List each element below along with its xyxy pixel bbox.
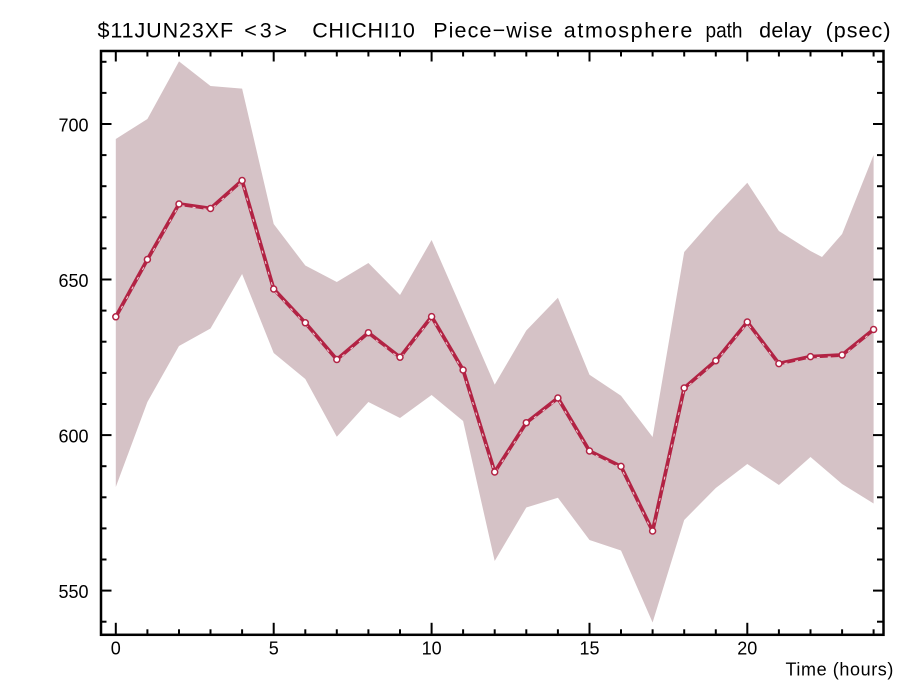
svg-text:10: 10 <box>422 639 442 659</box>
svg-text:650: 650 <box>58 271 88 291</box>
svg-text:15: 15 <box>579 639 599 659</box>
svg-text:delay: delay <box>759 19 812 43</box>
svg-text:$11JUN23XF: $11JUN23XF <box>98 19 234 43</box>
svg-text:700: 700 <box>58 115 88 135</box>
svg-text:path: path <box>706 19 743 43</box>
svg-text:550: 550 <box>58 582 88 602</box>
svg-text:5: 5 <box>269 639 279 659</box>
svg-text:<3>: <3> <box>244 19 287 43</box>
svg-text:atmosphere: atmosphere <box>564 19 693 43</box>
svg-text:Time (hours): Time (hours) <box>785 660 894 680</box>
svg-text:20: 20 <box>737 639 757 659</box>
svg-text:0: 0 <box>111 639 121 659</box>
svg-text:600: 600 <box>58 426 88 446</box>
svg-text:Piece−wise: Piece−wise <box>433 19 552 43</box>
svg-text:(psec): (psec) <box>826 19 891 43</box>
svg-text:CHICHI10: CHICHI10 <box>312 19 415 43</box>
